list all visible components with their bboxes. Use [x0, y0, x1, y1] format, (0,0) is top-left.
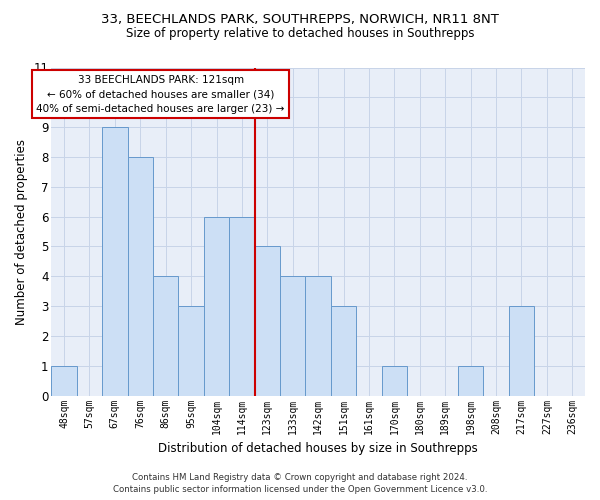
Bar	[305, 276, 331, 396]
Text: Contains HM Land Registry data © Crown copyright and database right 2024.
Contai: Contains HM Land Registry data © Crown c…	[113, 472, 487, 494]
Text: 33, BEECHLANDS PARK, SOUTHREPPS, NORWICH, NR11 8NT: 33, BEECHLANDS PARK, SOUTHREPPS, NORWICH…	[101, 12, 499, 26]
Bar	[509, 306, 534, 396]
Bar	[458, 366, 484, 396]
Bar	[382, 366, 407, 396]
Bar	[153, 276, 178, 396]
Bar	[331, 306, 356, 396]
Bar	[128, 157, 153, 396]
Bar	[52, 366, 77, 396]
Bar	[102, 127, 128, 396]
Text: 33 BEECHLANDS PARK: 121sqm
← 60% of detached houses are smaller (34)
40% of semi: 33 BEECHLANDS PARK: 121sqm ← 60% of deta…	[37, 74, 285, 114]
X-axis label: Distribution of detached houses by size in Southrepps: Distribution of detached houses by size …	[158, 442, 478, 455]
Bar	[254, 246, 280, 396]
Bar	[280, 276, 305, 396]
Y-axis label: Number of detached properties: Number of detached properties	[15, 138, 28, 324]
Bar	[229, 216, 254, 396]
Bar	[204, 216, 229, 396]
Text: Size of property relative to detached houses in Southrepps: Size of property relative to detached ho…	[126, 28, 474, 40]
Bar	[178, 306, 204, 396]
